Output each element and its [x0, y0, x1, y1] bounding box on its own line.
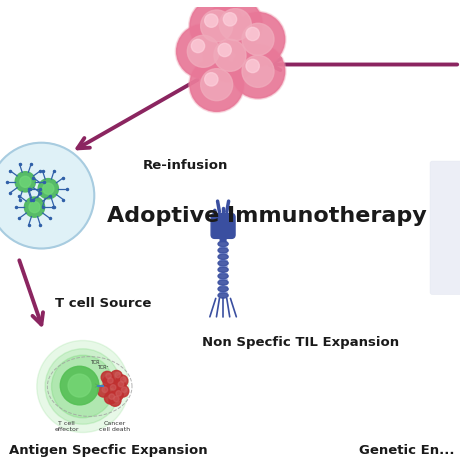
Circle shape: [209, 0, 262, 51]
Circle shape: [98, 385, 109, 397]
Circle shape: [109, 394, 121, 406]
Circle shape: [230, 43, 286, 100]
Text: Re-infusion: Re-infusion: [143, 159, 228, 172]
Circle shape: [246, 59, 259, 73]
Ellipse shape: [218, 261, 228, 266]
Circle shape: [104, 392, 117, 404]
Ellipse shape: [218, 286, 228, 292]
Polygon shape: [220, 235, 226, 242]
Circle shape: [29, 201, 40, 213]
Circle shape: [38, 179, 58, 199]
Circle shape: [214, 39, 246, 71]
Circle shape: [116, 391, 121, 396]
Circle shape: [101, 371, 113, 383]
Circle shape: [230, 11, 286, 67]
Circle shape: [110, 385, 116, 390]
Circle shape: [117, 385, 129, 397]
Circle shape: [242, 23, 274, 55]
Circle shape: [218, 43, 231, 56]
Circle shape: [177, 25, 230, 78]
Circle shape: [110, 370, 122, 383]
Text: T cell Source: T cell Source: [55, 297, 152, 310]
Circle shape: [37, 340, 129, 432]
Circle shape: [231, 45, 285, 98]
Ellipse shape: [218, 247, 228, 253]
Text: TCR²: TCR²: [97, 365, 109, 370]
Circle shape: [106, 373, 111, 379]
Circle shape: [203, 28, 256, 82]
Circle shape: [116, 375, 128, 387]
Circle shape: [219, 9, 251, 41]
Circle shape: [103, 376, 115, 388]
Circle shape: [202, 27, 258, 83]
Ellipse shape: [218, 293, 228, 298]
Circle shape: [191, 39, 205, 53]
Circle shape: [52, 355, 114, 418]
Circle shape: [68, 374, 91, 397]
Circle shape: [106, 383, 118, 395]
Circle shape: [187, 35, 219, 67]
Circle shape: [175, 23, 231, 79]
Circle shape: [24, 197, 45, 217]
Circle shape: [242, 55, 274, 87]
Circle shape: [190, 0, 243, 53]
Circle shape: [121, 387, 127, 392]
Circle shape: [43, 183, 54, 194]
Circle shape: [115, 372, 120, 378]
Circle shape: [111, 389, 123, 401]
Circle shape: [189, 0, 245, 54]
Text: Antigen Specfic Expansion: Antigen Specfic Expansion: [9, 445, 208, 457]
Circle shape: [207, 0, 264, 53]
Text: Genetic En...: Genetic En...: [359, 445, 454, 457]
FancyBboxPatch shape: [430, 161, 462, 294]
Ellipse shape: [218, 254, 228, 259]
Circle shape: [15, 172, 36, 192]
Circle shape: [20, 176, 31, 187]
Ellipse shape: [218, 241, 228, 246]
Text: Non Specfic TIL Expansion: Non Specfic TIL Expansion: [202, 336, 400, 349]
Circle shape: [114, 396, 119, 401]
FancyBboxPatch shape: [211, 214, 235, 238]
Circle shape: [0, 143, 94, 248]
Circle shape: [118, 382, 124, 387]
Text: Adoptive Immunotherapy: Adoptive Immunotherapy: [107, 206, 427, 226]
Text: TCR: TCR: [90, 360, 99, 365]
Circle shape: [205, 73, 218, 86]
Circle shape: [205, 14, 218, 27]
Text: T cell
effector: T cell effector: [55, 421, 79, 432]
Circle shape: [102, 387, 108, 392]
Circle shape: [109, 394, 115, 400]
Text: Cancer
cell death: Cancer cell death: [100, 421, 130, 432]
Ellipse shape: [218, 273, 228, 279]
Circle shape: [201, 10, 233, 42]
Circle shape: [201, 69, 233, 100]
Ellipse shape: [218, 280, 228, 285]
Circle shape: [120, 377, 126, 383]
Circle shape: [60, 366, 99, 405]
Circle shape: [231, 13, 285, 66]
Ellipse shape: [218, 267, 228, 273]
Circle shape: [45, 349, 120, 424]
Circle shape: [190, 58, 243, 111]
Circle shape: [114, 380, 126, 392]
Circle shape: [189, 56, 245, 113]
Circle shape: [246, 27, 259, 41]
Circle shape: [223, 13, 237, 26]
Circle shape: [108, 378, 113, 383]
